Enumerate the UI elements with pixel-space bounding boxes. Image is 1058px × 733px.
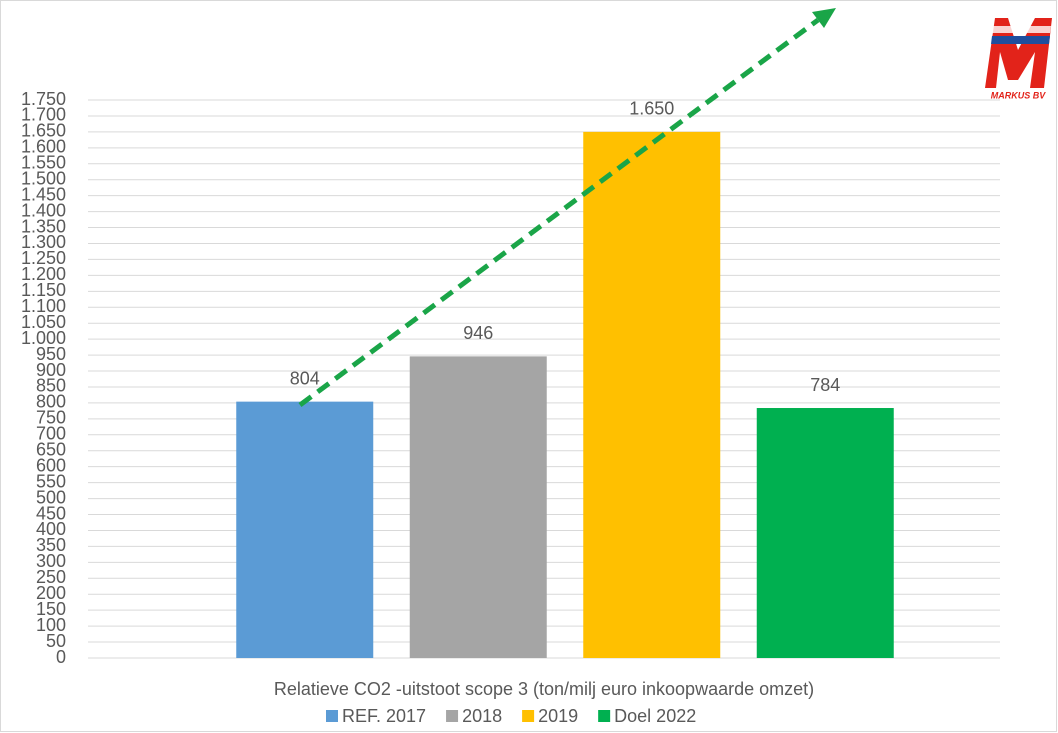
y-tick-label: 400 [36, 519, 66, 539]
y-tick-label: 350 [36, 535, 66, 555]
y-tick-label: 650 [36, 439, 66, 459]
arrow-head [812, 8, 836, 28]
y-tick-label: 1.650 [21, 121, 66, 141]
legend-swatch [446, 710, 459, 722]
bar [756, 408, 894, 658]
y-tick-label: 900 [36, 360, 66, 380]
y-tick-label: 1.150 [21, 280, 66, 300]
legend-swatch [522, 710, 535, 722]
y-tick-label: 1.750 [21, 89, 66, 109]
y-tick-label: 1.250 [21, 248, 66, 268]
y-tick-label: 1.050 [21, 312, 66, 332]
y-tick-label: 550 [36, 471, 66, 491]
x-category-label: Relatieve CO2 -uitstoot scope 3 (ton/mil… [274, 679, 814, 699]
trend-line [298, 17, 820, 408]
logo-stripe [991, 36, 1050, 44]
y-tick-label: 1.300 [21, 232, 66, 252]
y-tick-label: 950 [36, 344, 66, 364]
data-label: 804 [290, 368, 320, 388]
bar [583, 131, 721, 658]
y-tick-label: 0 [56, 647, 66, 667]
trend-arrow [298, 8, 836, 408]
y-tick-label: 800 [36, 392, 66, 412]
y-tick-label: 1.400 [21, 200, 66, 220]
y-tick-label: 1.350 [21, 216, 66, 236]
y-tick-label: 1.000 [21, 328, 66, 348]
y-tick-label: 100 [36, 615, 66, 635]
legend-label: 2019 [538, 706, 578, 726]
bar [236, 401, 374, 658]
legend-label: 2018 [462, 706, 502, 726]
y-tick-label: 850 [36, 376, 66, 396]
plot: 0501001502002503003504004505005506006507… [21, 89, 1000, 726]
logo-text: MARKUS BV [991, 90, 1046, 100]
y-tick-label: 1.700 [21, 105, 66, 125]
y-tick-label: 1.100 [21, 296, 66, 316]
data-label: 1.650 [629, 99, 674, 119]
data-label: 784 [810, 375, 840, 395]
y-tick-label: 1.200 [21, 264, 66, 284]
y-tick-label: 1.600 [21, 137, 66, 157]
logo-mark [985, 18, 1052, 88]
bar [409, 356, 547, 658]
y-tick-label: 150 [36, 599, 66, 619]
y-tick-label: 700 [36, 424, 66, 444]
y-tick-label: 250 [36, 567, 66, 587]
logo: MARKUS BV [985, 18, 1052, 100]
y-tick-label: 50 [46, 631, 66, 651]
logo-stripe [992, 26, 1051, 33]
legend-label: Doel 2022 [614, 706, 696, 726]
y-tick-label: 450 [36, 503, 66, 523]
y-tick-label: 200 [36, 583, 66, 603]
y-tick-label: 1.500 [21, 168, 66, 188]
y-tick-label: 500 [36, 487, 66, 507]
legend-swatch [598, 710, 611, 722]
y-tick-label: 300 [36, 551, 66, 571]
legend-swatch [326, 710, 338, 722]
y-tick-label: 750 [36, 408, 66, 428]
y-tick-label: 1.450 [21, 184, 66, 204]
legend-label: REF. 2017 [342, 706, 426, 726]
data-label: 946 [463, 323, 493, 343]
y-tick-label: 600 [36, 455, 66, 475]
y-tick-label: 1.550 [21, 153, 66, 173]
